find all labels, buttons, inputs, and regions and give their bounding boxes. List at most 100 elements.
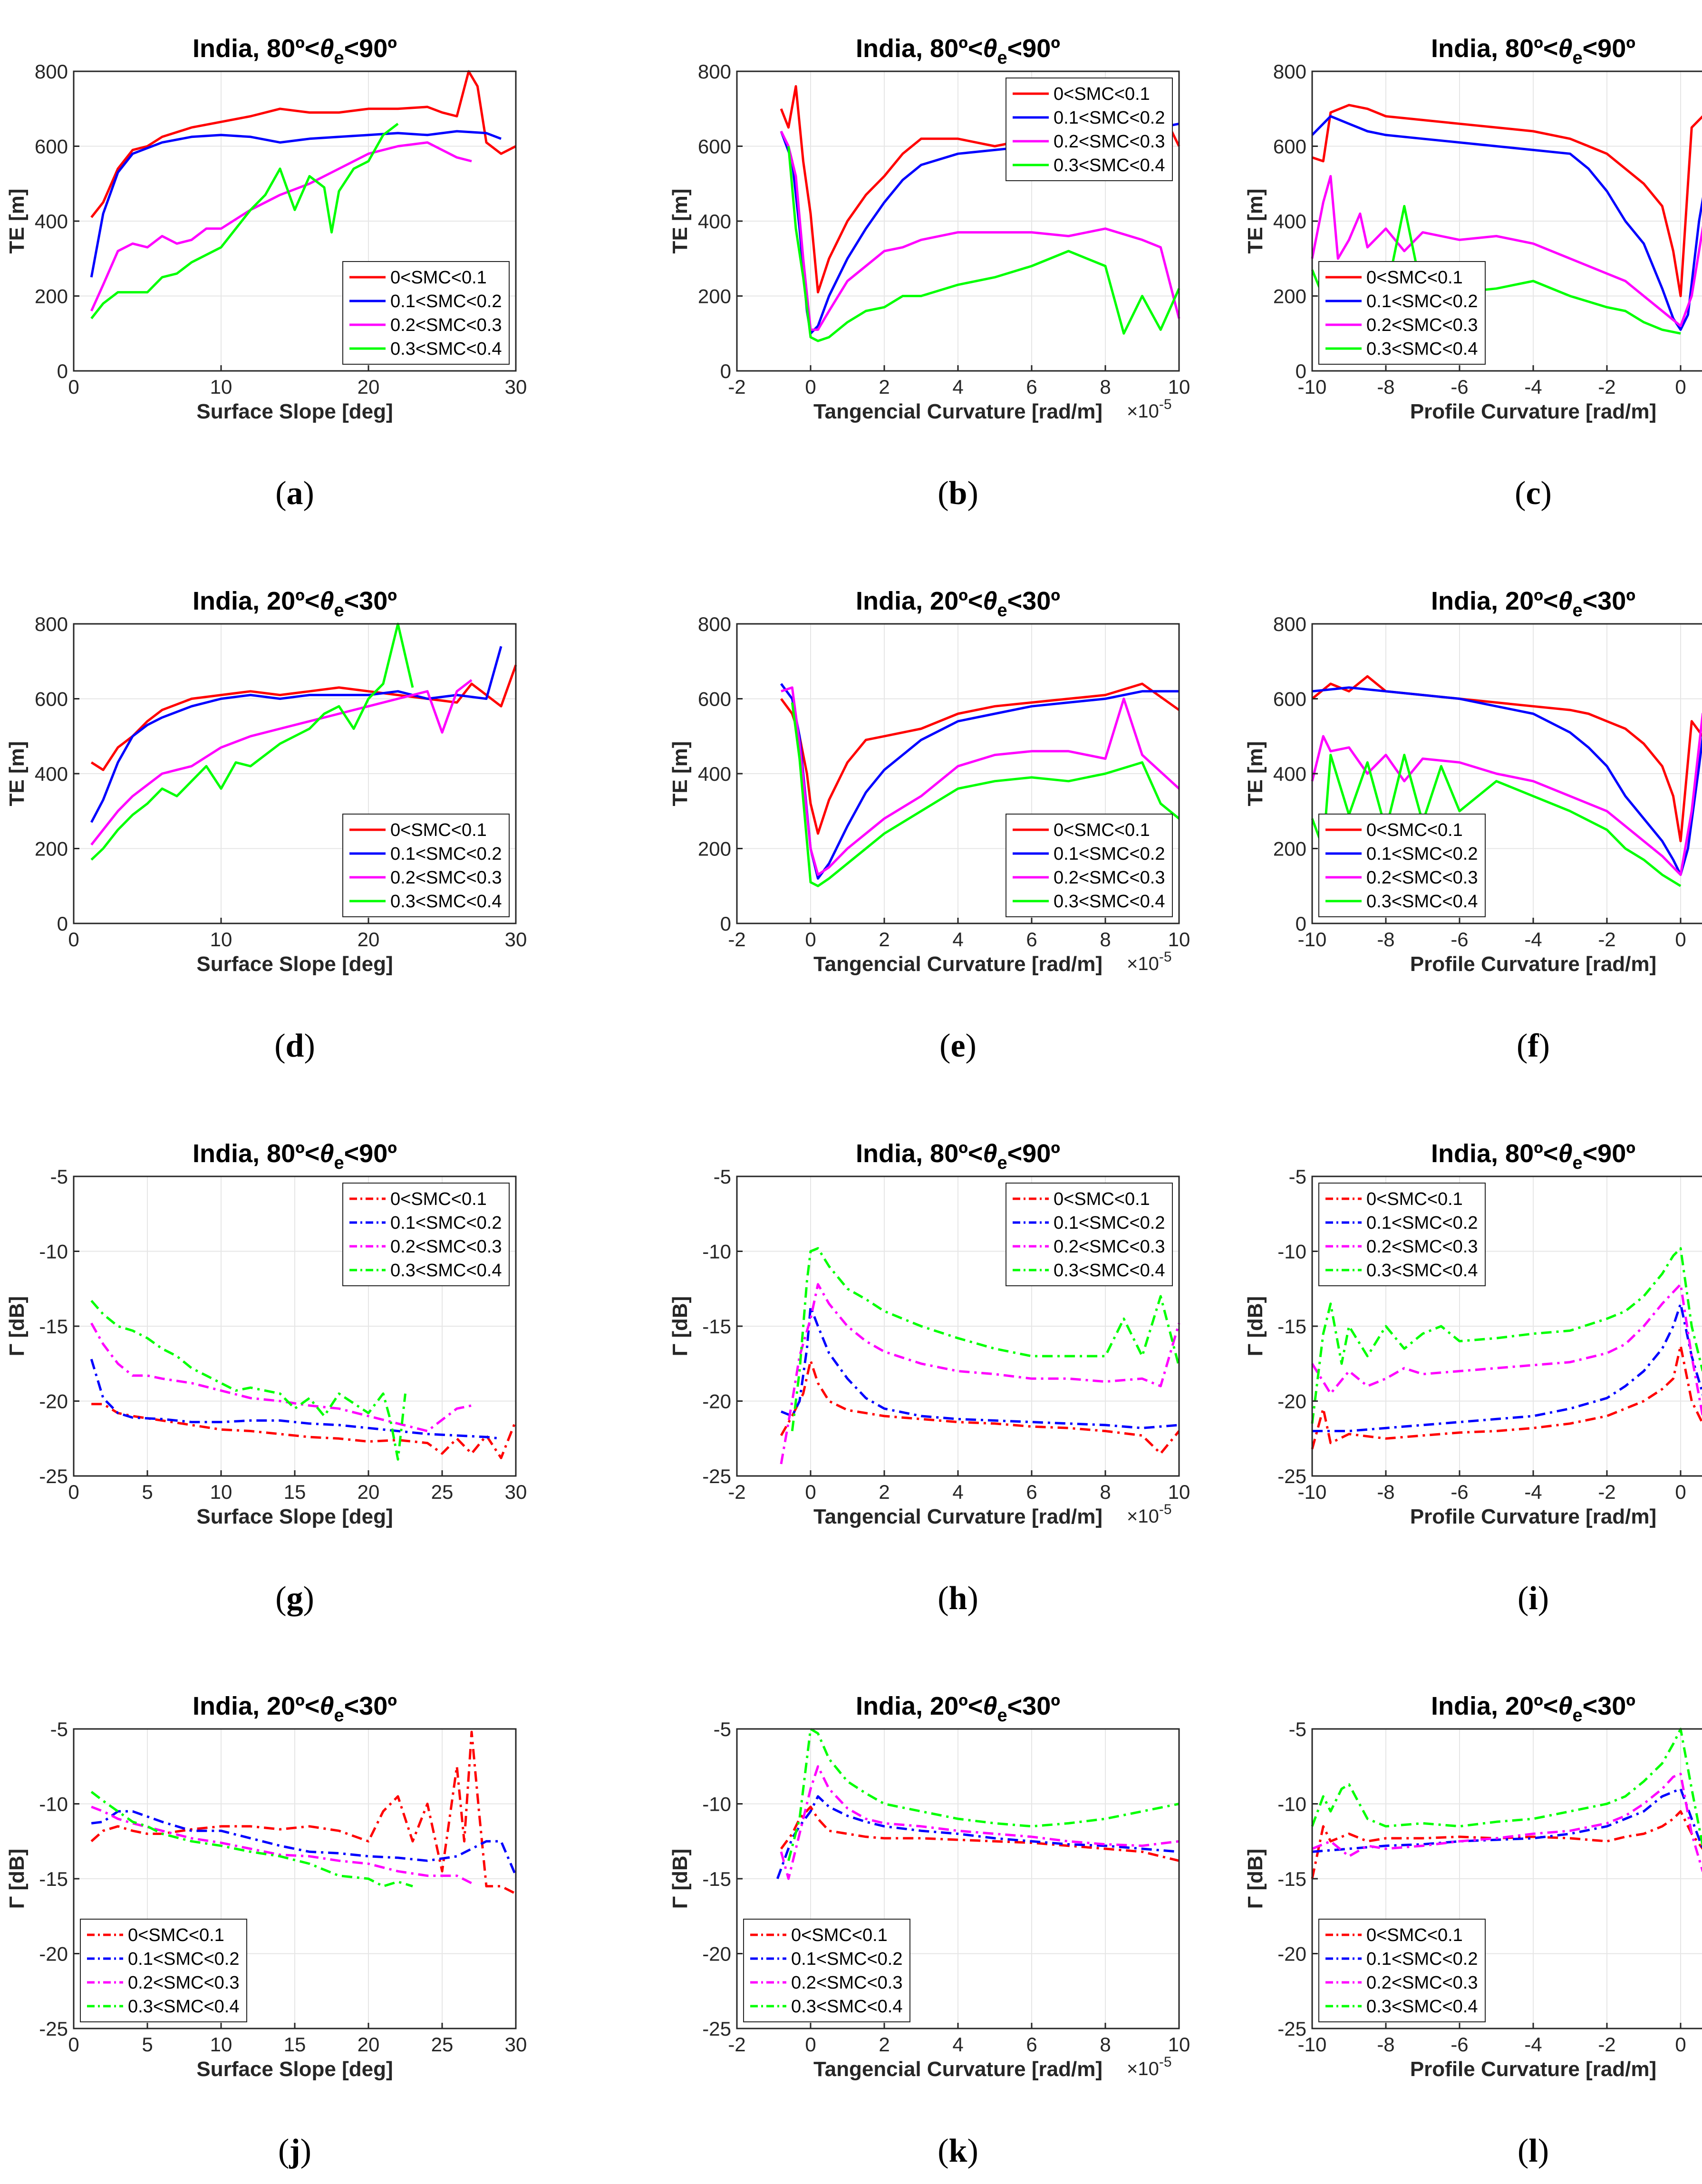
series-line-g-3 xyxy=(90,1322,472,1432)
series-line-j-2 xyxy=(91,1810,517,1876)
legend-label: 0.2<SMC<0.3 xyxy=(1366,868,1478,888)
x-tick-label: 20 xyxy=(358,1481,380,1503)
series-line-g-4 xyxy=(90,1300,406,1461)
x-tick-label: -6 xyxy=(1451,1481,1468,1503)
panel-label: (d) xyxy=(274,1028,315,1064)
panel-label: (k) xyxy=(938,2133,978,2169)
legend-label: 0.3<SMC<0.4 xyxy=(390,339,502,359)
legend: 0<SMC<0.1 0.1<SMC<0.2 0.2<SMC<0.3 0.3<SMC<0… xyxy=(1318,261,1486,365)
x-multiplier: ×10-5 xyxy=(1127,1502,1172,1527)
y-tick-label: -5 xyxy=(50,1165,68,1188)
chart-title: India, 80º<θe<90º xyxy=(1431,1139,1635,1173)
legend-label: 0.3<SMC<0.4 xyxy=(128,1997,239,2017)
x-tick-label: 30 xyxy=(505,928,527,951)
chart-panel-g: 0 5 10 15 20 25 30 -25 -20 -15 -10 -5 Surface Slope … xyxy=(5,1139,527,1617)
series-line-g-2 xyxy=(90,1359,502,1440)
x-tick-label: -2 xyxy=(728,928,745,951)
x-tick-label: 8 xyxy=(1100,928,1111,951)
x-axis-label: Surface Slope [deg] xyxy=(196,400,393,423)
x-tick-label: 5 xyxy=(142,2033,153,2056)
legend-label: 0.1<SMC<0.2 xyxy=(1054,1213,1165,1233)
x-tick-label: -6 xyxy=(1451,2033,1468,2056)
y-tick-label: -15 xyxy=(39,1868,68,1890)
x-tick-label: 2 xyxy=(879,928,890,951)
panel-label: (j) xyxy=(278,2133,311,2169)
y-tick-label: 600 xyxy=(1273,136,1306,158)
x-tick-label: -4 xyxy=(1524,1481,1542,1503)
y-tick-label: 800 xyxy=(698,60,731,83)
x-tick-label: 10 xyxy=(210,2033,232,2056)
legend-label: 0<SMC<0.1 xyxy=(1054,1189,1150,1209)
chart-title: India, 80º<θe<90º xyxy=(193,34,397,68)
legend: 0<SMC<0.1 0.1<SMC<0.2 0.2<SMC<0.3 0.3<SMC<0… xyxy=(342,814,510,917)
x-tick-label: -8 xyxy=(1377,928,1394,951)
x-tick-label: 4 xyxy=(952,2033,963,2056)
y-tick-label: -5 xyxy=(1289,1718,1306,1740)
x-tick-label: 0 xyxy=(68,2033,79,2056)
y-tick-label: -20 xyxy=(1277,1943,1306,1965)
legend-label: 0<SMC<0.1 xyxy=(791,1925,888,1945)
chart-title: India, 20º<θe<30º xyxy=(193,1692,397,1726)
x-axis-label: Surface Slope [deg] xyxy=(196,2058,393,2081)
x-tick-label: 10 xyxy=(1168,928,1190,951)
y-axis-label: TE [m] xyxy=(1244,741,1267,806)
legend-label: 0.2<SMC<0.3 xyxy=(1054,1237,1165,1257)
x-tick-label: 20 xyxy=(358,376,380,398)
y-axis-label: Γ [dB] xyxy=(668,1296,692,1357)
legend-box xyxy=(342,1183,510,1286)
series-line-k-4 xyxy=(787,1728,1180,1861)
y-tick-label: -5 xyxy=(50,1718,68,1740)
y-axis-label: TE [m] xyxy=(5,741,29,806)
y-tick-label: -25 xyxy=(702,1465,731,1487)
y-tick-label: 400 xyxy=(698,763,731,785)
y-tick-label: -15 xyxy=(1277,1868,1306,1890)
panel-label: (l) xyxy=(1518,2133,1549,2169)
legend-label: 0.3<SMC<0.4 xyxy=(1366,339,1478,359)
legend: 0<SMC<0.1 0.1<SMC<0.2 0.2<SMC<0.3 0.3<SMC<0… xyxy=(80,1919,247,2022)
y-tick-label: 800 xyxy=(35,613,68,635)
x-tick-label: 0 xyxy=(805,376,816,398)
y-tick-label: 200 xyxy=(35,285,68,308)
y-tick-label: 400 xyxy=(1273,763,1306,785)
legend-label: 0<SMC<0.1 xyxy=(390,820,487,840)
series-line-k-1 xyxy=(780,1805,1180,1862)
legend-box xyxy=(1318,261,1486,365)
series-line-f-1 xyxy=(1311,675,1702,843)
chart-title: India, 20º<θe<30º xyxy=(1431,587,1635,621)
legend-label: 0<SMC<0.1 xyxy=(1366,820,1463,840)
legend-label: 0.3<SMC<0.4 xyxy=(1366,892,1478,912)
x-axis-label: Tangencial Curvature [rad/m] xyxy=(813,1505,1102,1528)
x-axis-label: Surface Slope [deg] xyxy=(196,1505,393,1528)
series-line-i-1 xyxy=(1311,1344,1702,1449)
x-tick-label: -2 xyxy=(728,376,745,398)
legend: 0<SMC<0.1 0.1<SMC<0.2 0.2<SMC<0.3 0.3<SMC<0… xyxy=(1318,814,1486,917)
y-axis-label: Γ [dB] xyxy=(1244,1296,1267,1357)
legend-label: 0.3<SMC<0.4 xyxy=(1054,155,1165,175)
y-tick-label: 600 xyxy=(698,688,731,710)
legend: 0<SMC<0.1 0.1<SMC<0.2 0.2<SMC<0.3 0.3<SMC<0… xyxy=(342,1183,510,1286)
y-tick-label: -5 xyxy=(714,1165,731,1188)
chart-title: India, 80º<θe<90º xyxy=(1431,34,1635,68)
x-tick-label: 10 xyxy=(1168,376,1190,398)
x-tick-label: 0 xyxy=(68,1481,79,1503)
y-tick-label: -15 xyxy=(702,1868,731,1890)
y-axis-label: TE [m] xyxy=(668,741,692,806)
series-line-i-4 xyxy=(1311,1247,1702,1424)
x-tick-label: 4 xyxy=(952,928,963,951)
legend-label: 0.3<SMC<0.4 xyxy=(1366,1261,1478,1281)
y-axis-label: TE [m] xyxy=(1244,189,1267,254)
x-tick-label: 10 xyxy=(210,928,232,951)
y-tick-label: -20 xyxy=(39,1943,68,1965)
panel-label: (i) xyxy=(1518,1580,1549,1617)
legend-box xyxy=(342,814,510,917)
panel-label: (c) xyxy=(1515,475,1552,512)
legend-label: 0<SMC<0.1 xyxy=(390,1189,487,1209)
series-line-a-1 xyxy=(90,70,517,218)
x-tick-label: 5 xyxy=(142,1481,153,1503)
legend-box xyxy=(1318,1919,1486,2022)
series-line-d-4 xyxy=(90,622,414,861)
series-line-j-3 xyxy=(91,1805,473,1884)
series-line-l-4 xyxy=(1311,1728,1702,1846)
chart-title: India, 80º<θe<90º xyxy=(856,1139,1060,1173)
